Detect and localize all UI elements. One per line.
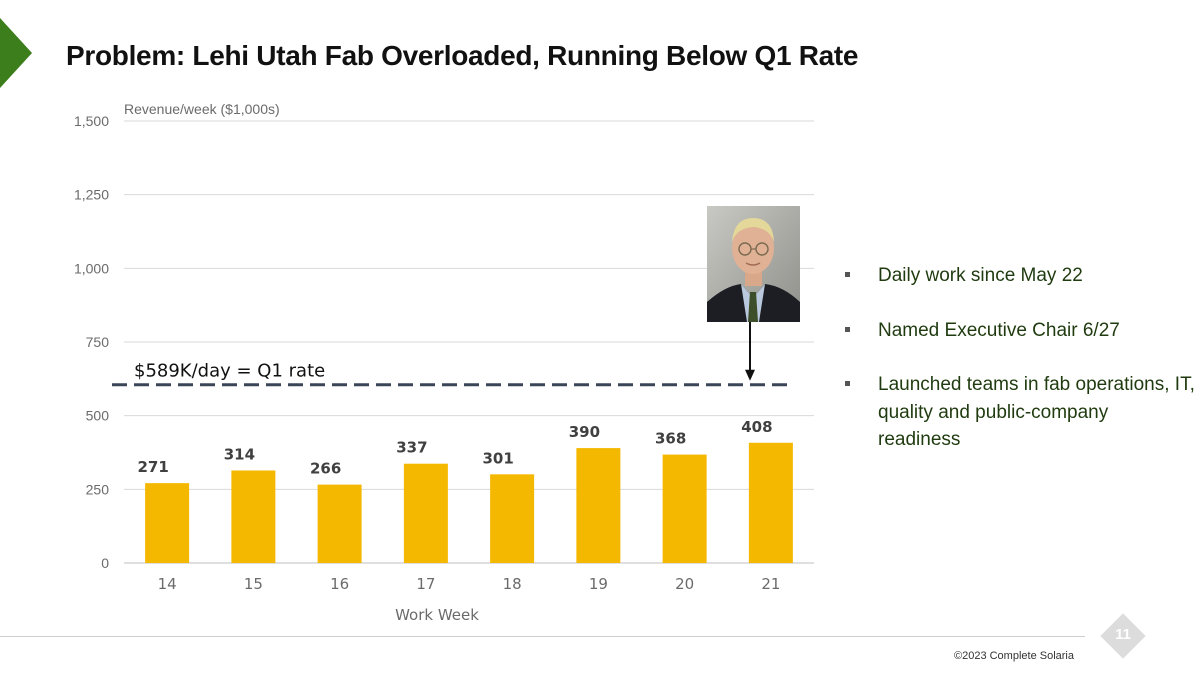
bullet-square-icon	[845, 326, 850, 332]
slide-arrow-icon	[0, 18, 32, 88]
bar	[490, 474, 535, 563]
bar-value-label: 390	[569, 423, 600, 441]
x-axis-label: Work Week	[395, 606, 479, 624]
x-tick-label: 17	[416, 575, 435, 593]
bar-value-label: 314	[224, 445, 255, 463]
y-tick-label: 0	[101, 555, 109, 571]
bar-value-label: 408	[741, 418, 772, 436]
bullet-square-icon	[845, 381, 850, 386]
footer-divider	[0, 636, 1085, 637]
x-tick-label: 14	[158, 575, 177, 593]
bar	[403, 463, 448, 563]
y-tick-label: 250	[86, 481, 110, 497]
y-axis-label: Revenue/week ($1,000s)	[124, 101, 280, 117]
y-tick-label: 1,250	[74, 187, 109, 203]
executive-portrait	[707, 206, 800, 322]
bar	[748, 442, 793, 563]
bar-value-label: 368	[655, 430, 686, 448]
bar-value-label: 266	[310, 460, 341, 478]
bar-value-label: 337	[396, 439, 427, 457]
x-tick-label: 20	[675, 575, 694, 593]
bullet-text: Launched teams in fab operations, IT, qu…	[878, 374, 1195, 450]
page-number: 11	[1115, 626, 1131, 643]
y-tick-label: 750	[86, 334, 110, 350]
bar	[145, 483, 190, 563]
bar	[231, 470, 276, 563]
x-tick-label: 19	[589, 575, 608, 593]
bullet-item: Named Executive Chair 6/27	[845, 317, 1195, 345]
x-tick-label: 15	[244, 575, 263, 593]
bar	[317, 484, 362, 563]
bullet-item: Daily work since May 22	[845, 262, 1195, 290]
y-tick-label: 1,000	[74, 260, 109, 276]
bar	[576, 448, 621, 563]
bullet-item: Launched teams in fab operations, IT, qu…	[845, 371, 1195, 454]
bar	[662, 454, 707, 563]
x-tick-label: 21	[761, 575, 780, 593]
q1-rate-label: $589K/day = Q1 rate	[134, 361, 325, 382]
pointer-arrowhead-icon	[745, 369, 755, 381]
y-tick-label: 1,500	[74, 113, 109, 129]
bullet-list: Daily work since May 22 Named Executive …	[845, 262, 1195, 481]
slide-title: Problem: Lehi Utah Fab Overloaded, Runni…	[66, 40, 859, 71]
bar-value-label: 301	[482, 449, 513, 467]
bullet-square-icon	[845, 272, 850, 277]
x-tick-label: 16	[330, 575, 349, 593]
bullet-text: Named Executive Chair 6/27	[878, 319, 1120, 341]
bar-value-label: 271	[137, 458, 168, 476]
bullet-text: Daily work since May 22	[878, 265, 1083, 286]
y-tick-label: 500	[86, 408, 110, 424]
x-tick-label: 18	[503, 575, 522, 593]
copyright-text: ©2023 Complete Solaria	[953, 650, 1074, 662]
